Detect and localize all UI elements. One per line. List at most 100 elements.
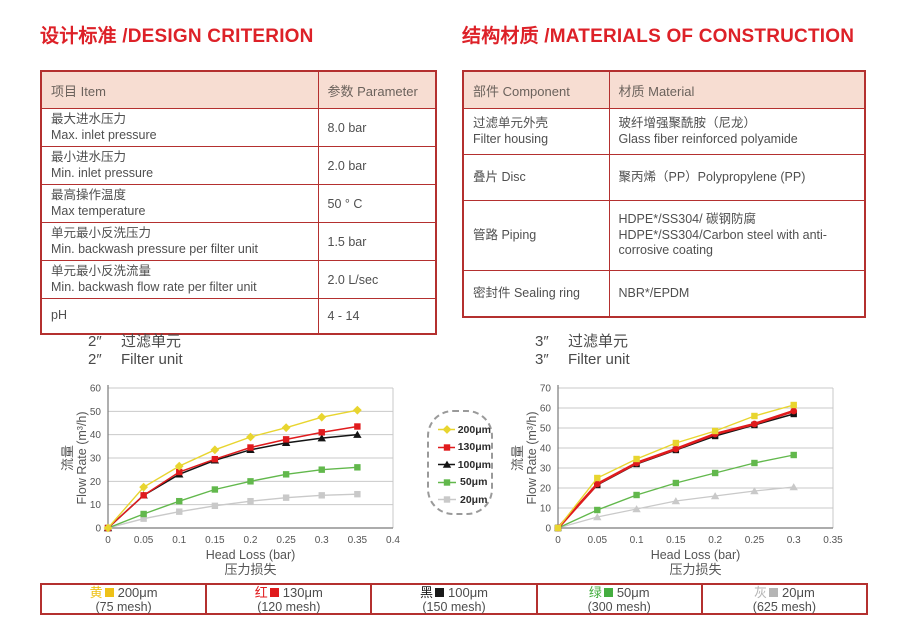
svg-text:0.1: 0.1 [630,535,644,546]
svg-text:70: 70 [540,384,552,395]
svg-text:0.15: 0.15 [666,535,686,546]
mesh-legend-cell-green: 绿 50μm (300 mesh) [535,585,701,614]
svg-text:0.1: 0.1 [172,535,186,546]
item-label-zh: 最大进水压力 [51,112,127,126]
item-label-zh: pH [51,308,67,322]
material-en: HDPE*/SS304/Carbon steel with anti-corro… [618,227,827,258]
svg-text:50: 50 [90,407,102,418]
table-row: 最小进水压力 Min. inlet pressure 2.0 bar [40,146,437,185]
color-name-zh: 红 [254,585,268,600]
legend-entry: 130μm [437,439,491,457]
component-zh: 密封件 Sealing ring [473,285,580,300]
svg-text:50: 50 [540,424,552,435]
color-name-zh: 绿 [588,585,602,600]
flow-rate-chart-2inch: 0 10 20 30 40 50 60 0 0.05 0.1 0.15 0.2 0.25 0.3 0.35 0… [60,384,400,578]
item-value: 50 ° C [317,184,437,223]
design-criterion-table: 项目 Item 参数 Parameter 最大进水压力 Max. inlet p… [40,70,437,335]
chart-legend: 200μm 130μm 100μm 50μm 20μm [427,410,493,515]
item-value: 1.5 bar [317,222,437,261]
red-square-icon [269,588,279,597]
mesh-legend-cell-red: 红 130μm (120 mesh) [205,585,370,614]
flow-rate-chart-3inch: 0 10 20 30 40 50 60 70 0 0.05 0.1 0.15 0.2 0.25 0.3 0.3… [510,384,843,578]
col-header-component: 部件 Component [462,70,610,109]
svg-text:流量: 流量 [510,445,525,471]
table-row: 单元最小反洗压力 Min. backwash pressure per filt… [40,222,437,261]
svg-text:0.4: 0.4 [386,535,400,546]
chart-title-3inch: 3″ 过滤单元 3″ Filter unit [535,333,630,369]
svg-text:压力损失: 压力损失 [669,562,721,577]
material-zh: HDPE*/SS304/ 碳钢防腐 [618,212,757,227]
table-row: 叠片 Disc 聚丙烯（PP）Polypropylene (PP) [462,154,866,201]
item-label-en: Min. backwash pressure per filter unit [51,241,259,256]
micron-size: 200μm [117,585,158,600]
material-zh: 聚丙烯（PP）Polypropylene (PP) [618,169,806,184]
col-header-parameter: 参数 Parameter [317,70,437,109]
item-label-zh: 最小进水压力 [51,150,127,164]
table-header-row: 项目 Item 参数 Parameter [40,70,437,109]
svg-text:0.3: 0.3 [315,535,329,546]
item-value: 2.0 L/sec [317,260,437,299]
chart-title-en: Filter unit [121,351,183,368]
svg-text:压力损失: 压力损失 [224,562,276,577]
material-zh: 玻纤增强聚酰胺（尼龙） [618,116,757,130]
materials-table: 部件 Component 材质 Material 过滤单元外壳 Filter h… [462,70,866,318]
item-label-zh: 单元最小反洗流量 [51,264,152,278]
svg-text:Flow Rate (m³/h): Flow Rate (m³/h) [525,411,539,504]
size-prefix: 3″ [535,333,549,350]
legend-entry-label: 20μm [460,493,488,506]
mesh-legend-bar: 黄 200μm (75 mesh) 红 130μm (120 mesh) 黑 100μ… [40,583,868,615]
svg-text:Flow Rate (m³/h): Flow Rate (m³/h) [75,411,89,504]
svg-text:10: 10 [90,500,102,511]
svg-text:0.05: 0.05 [134,535,154,546]
size-prefix: 2″ [88,351,102,368]
legend-entry-label: 50μm [460,476,488,489]
mesh-legend-cell-black: 黑 100μm (150 mesh) [370,585,535,614]
svg-text:0: 0 [555,535,561,546]
legend-entry: 100μm [437,456,491,474]
component-en: Filter housing [473,131,549,146]
table-row: 密封件 Sealing ring NBR*/EPDM [462,270,866,317]
legend-entry-label: 130μm [457,441,491,454]
svg-text:30: 30 [540,464,552,475]
item-value: 4 - 14 [317,298,437,334]
green-square-icon [603,588,613,597]
svg-text:60: 60 [90,384,102,395]
mesh-count: (625 mesh) [752,600,817,614]
table-row: 过滤单元外壳 Filter housing 玻纤增强聚酰胺（尼龙） Glass … [462,108,866,155]
table-row: 最高操作温度 Max temperature 50 ° C [40,184,437,223]
chart-title-2inch: 2″ 过滤单元 2″ Filter unit [88,333,183,369]
item-label-zh: 单元最小反洗压力 [51,226,152,240]
yellow-square-icon [104,588,114,597]
item-label-zh: 最高操作温度 [51,188,127,202]
mesh-count: (300 mesh) [587,600,651,614]
color-name-zh: 灰 [754,585,768,600]
item-label-en: Max temperature [51,203,146,218]
svg-text:20: 20 [90,477,102,488]
table-header-row: 部件 Component 材质 Material [462,70,866,109]
svg-text:0.25: 0.25 [745,535,765,546]
gray-square-icon [769,588,779,597]
legend-entry-label: 100μm [457,458,491,471]
mesh-legend-cell-gray: 灰 20μm (625 mesh) [700,585,866,614]
svg-text:0.3: 0.3 [787,535,801,546]
item-value: 2.0 bar [317,146,437,185]
chart-title-zh: 过滤单元 [568,333,629,350]
component-zh: 管路 Piping [473,227,537,242]
svg-text:20: 20 [540,484,552,495]
svg-text:0.25: 0.25 [276,535,296,546]
svg-text:0.35: 0.35 [823,535,843,546]
chart-title-zh: 过滤单元 [121,333,182,350]
svg-text:0: 0 [105,535,111,546]
color-name-zh: 黄 [89,585,103,600]
table-row: 管路 Piping HDPE*/SS304/ 碳钢防腐 HDPE*/SS304/… [462,200,866,271]
size-prefix: 2″ [88,333,102,350]
black-square-icon [435,588,444,597]
legend-entry-label: 200μm [457,423,491,436]
item-label-en: Min. inlet pressure [51,165,154,180]
mesh-legend-cell-yellow: 黄 200μm (75 mesh) [42,585,205,614]
micron-size: 130μm [282,585,323,600]
svg-text:0.2: 0.2 [244,535,258,546]
item-label-en: Max. inlet pressure [51,127,157,142]
svg-text:60: 60 [540,404,552,415]
